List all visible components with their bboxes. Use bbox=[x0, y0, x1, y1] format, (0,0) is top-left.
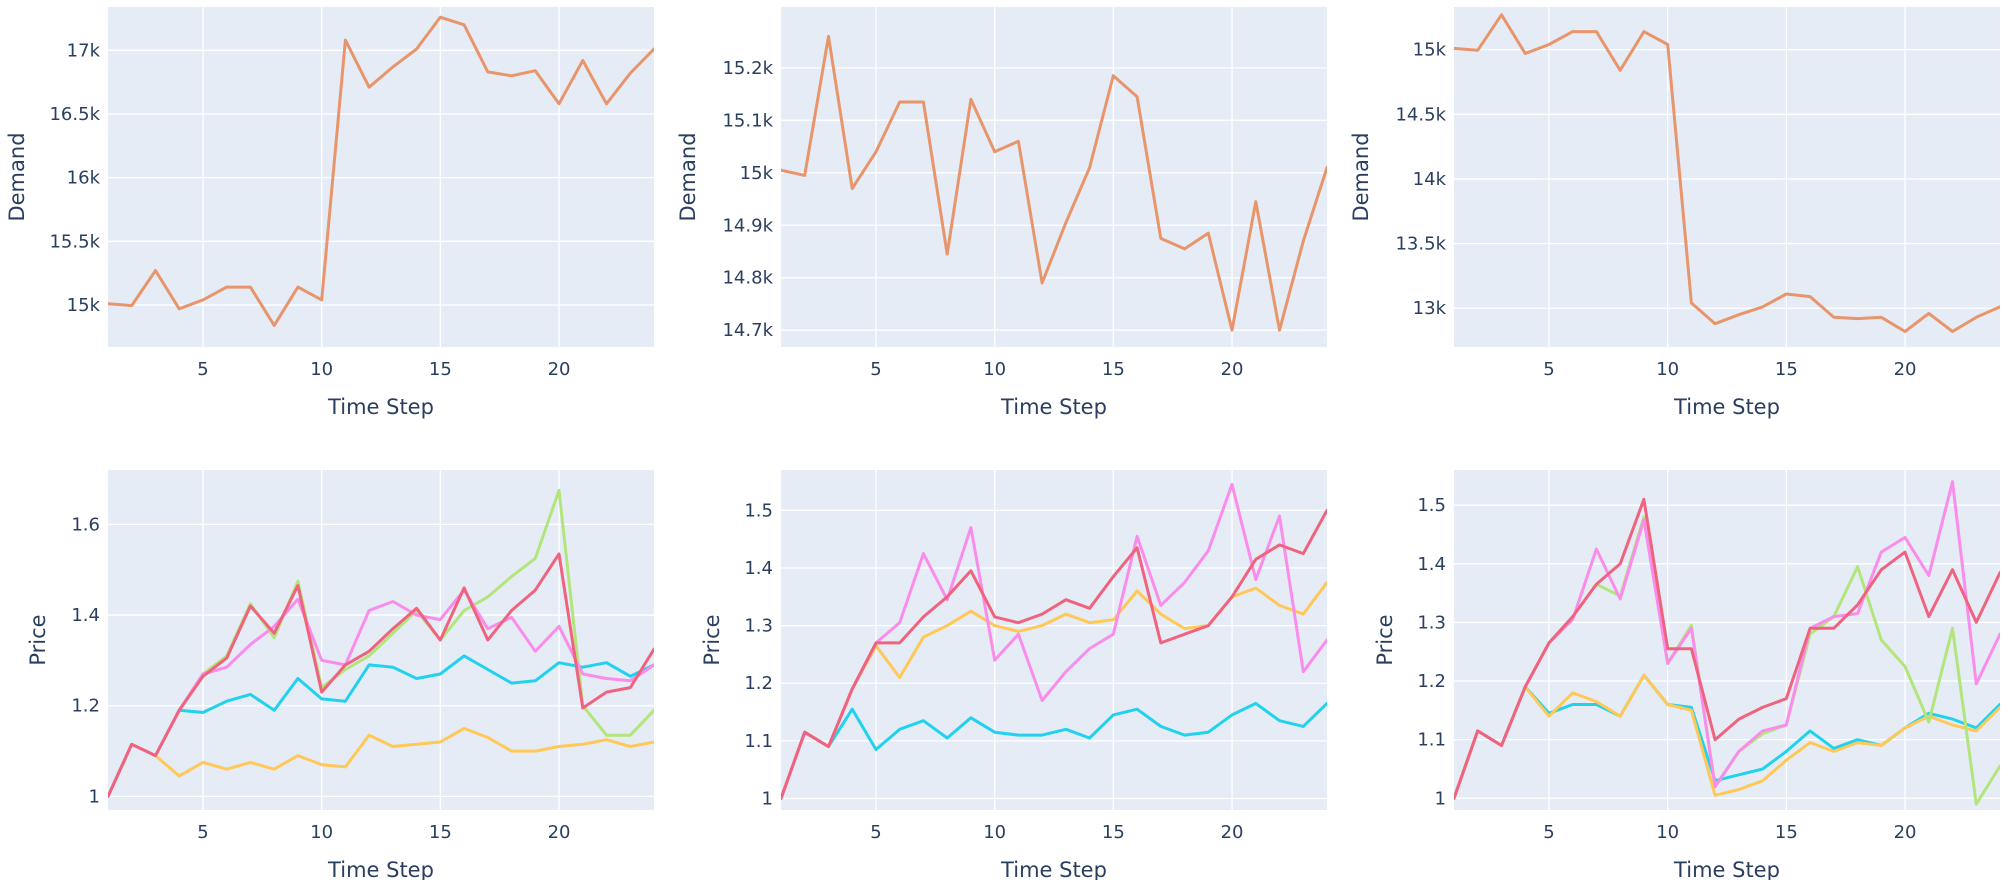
series-line-price-red bbox=[1454, 497, 2000, 800]
series-line-price-cyan bbox=[781, 701, 1327, 800]
x-tick-label: 5 bbox=[1543, 822, 1554, 843]
chart-panel-3: 5 10 15 20 13k 13.5k 14k 14.5k 15k Time Step Deman… bbox=[1349, 7, 2000, 419]
x-tick-label: 10 bbox=[1656, 822, 1679, 843]
series-line-price-yellow bbox=[1454, 673, 2000, 800]
y-tick-label: 1.1 bbox=[1417, 730, 1446, 751]
y-tick-label: 1.2 bbox=[744, 673, 773, 694]
plot-background bbox=[781, 470, 1327, 810]
series-line-price-cyan bbox=[108, 654, 654, 798]
series-line-price-red bbox=[781, 508, 1327, 800]
y-tick-label: 14.8k bbox=[722, 268, 773, 289]
x-tick-label: 20 bbox=[548, 359, 571, 380]
y-axis-title: Demand bbox=[1349, 132, 1373, 221]
series-line-demand-line bbox=[1454, 13, 2000, 333]
y-tick-label: 1.3 bbox=[744, 616, 773, 637]
x-tick-label: 5 bbox=[197, 359, 208, 380]
x-tick-label: 15 bbox=[1775, 359, 1798, 380]
y-tick-label: 14k bbox=[1413, 169, 1447, 190]
y-tick-label: 1 bbox=[89, 786, 100, 807]
x-axis-title: Time Step bbox=[1673, 858, 1780, 880]
y-tick-label: 15k bbox=[1413, 40, 1447, 61]
x-tick-label: 5 bbox=[1543, 359, 1554, 380]
x-tick-label: 10 bbox=[983, 359, 1006, 380]
x-tick-label: 15 bbox=[1775, 822, 1798, 843]
x-tick-label: 10 bbox=[1656, 359, 1679, 380]
x-tick-label: 15 bbox=[429, 359, 452, 380]
series-line-demand-line bbox=[781, 34, 1327, 332]
y-tick-label: 16k bbox=[67, 168, 101, 189]
x-tick-label: 15 bbox=[1102, 359, 1125, 380]
y-tick-label: 14.7k bbox=[722, 320, 773, 341]
y-tick-label: 1 bbox=[762, 788, 773, 809]
x-axis-title: Time Step bbox=[327, 395, 434, 419]
x-tick-label: 15 bbox=[429, 822, 452, 843]
y-tick-label: 1.4 bbox=[744, 558, 773, 579]
y-axis-title: Price bbox=[1373, 614, 1397, 665]
x-tick-label: 20 bbox=[1221, 359, 1244, 380]
x-axis-title: Time Step bbox=[327, 858, 434, 880]
y-axis-title: Price bbox=[700, 614, 724, 665]
series-line-price-yellow bbox=[108, 726, 654, 798]
x-tick-label: 20 bbox=[548, 822, 571, 843]
x-tick-label: 5 bbox=[870, 822, 881, 843]
y-tick-label: 15k bbox=[740, 163, 774, 184]
y-tick-label: 13k bbox=[1413, 298, 1447, 319]
y-tick-label: 1 bbox=[1435, 788, 1446, 809]
y-tick-label: 1.2 bbox=[71, 696, 100, 717]
y-tick-label: 1.1 bbox=[744, 731, 773, 752]
series-line-demand-line bbox=[108, 15, 654, 327]
x-tick-label: 5 bbox=[197, 822, 208, 843]
chart-panel-1: 5 10 15 20 15k 15.5k 16k 16.5k 17k Time Step Deman… bbox=[5, 7, 654, 419]
x-tick-label: 20 bbox=[1894, 822, 1917, 843]
y-tick-label: 15k bbox=[67, 295, 101, 316]
plot-background bbox=[781, 7, 1327, 347]
x-tick-label: 10 bbox=[310, 359, 333, 380]
chart-panel-6: 5 10 15 20 1 1.1 1.2 1.3 1.4 1.5 Time Step Price bbox=[1373, 470, 2000, 880]
plot-background bbox=[1454, 470, 2000, 810]
y-axis-title: Demand bbox=[5, 132, 29, 221]
plot-background bbox=[1454, 7, 2000, 347]
y-axis-title: Price bbox=[26, 614, 50, 665]
x-tick-label: 5 bbox=[870, 359, 881, 380]
y-tick-label: 14.5k bbox=[1395, 104, 1446, 125]
y-tick-label: 1.4 bbox=[1417, 554, 1446, 575]
y-tick-label: 17k bbox=[67, 40, 101, 61]
x-axis-title: Time Step bbox=[1673, 395, 1780, 419]
chart-panel-4: 5 10 15 20 1 1.2 1.4 1.6 Time Step Price bbox=[26, 470, 654, 880]
chart-panel-5: 5 10 15 20 1 1.1 1.2 1.3 1.4 1.5 Time Step Price bbox=[700, 470, 1327, 880]
y-tick-label: 15.1k bbox=[722, 110, 773, 131]
y-tick-label: 1.6 bbox=[71, 514, 100, 535]
x-axis-title: Time Step bbox=[1000, 858, 1107, 880]
y-tick-label: 15.2k bbox=[722, 58, 773, 79]
x-axis-title: Time Step bbox=[1000, 395, 1107, 419]
x-tick-label: 10 bbox=[983, 822, 1006, 843]
x-tick-label: 15 bbox=[1102, 822, 1125, 843]
y-tick-label: 1.5 bbox=[1417, 495, 1446, 516]
x-tick-label: 20 bbox=[1894, 359, 1917, 380]
y-tick-label: 15.5k bbox=[49, 231, 100, 252]
y-tick-label: 1.5 bbox=[744, 500, 773, 521]
y-tick-label: 14.9k bbox=[722, 215, 773, 236]
y-tick-label: 1.3 bbox=[1417, 612, 1446, 633]
x-tick-label: 10 bbox=[310, 822, 333, 843]
y-tick-label: 16.5k bbox=[49, 104, 100, 125]
x-tick-label: 20 bbox=[1221, 822, 1244, 843]
y-axis-title: Demand bbox=[676, 132, 700, 221]
y-tick-label: 1.4 bbox=[71, 605, 100, 626]
y-tick-label: 1.2 bbox=[1417, 671, 1446, 692]
series-line-price-red bbox=[108, 552, 654, 798]
y-tick-label: 13.5k bbox=[1395, 234, 1446, 255]
chart-panel-2: 5 10 15 20 14.7k 14.8k 14.9k 15k 15.1k 15.2k Time … bbox=[676, 7, 1327, 419]
